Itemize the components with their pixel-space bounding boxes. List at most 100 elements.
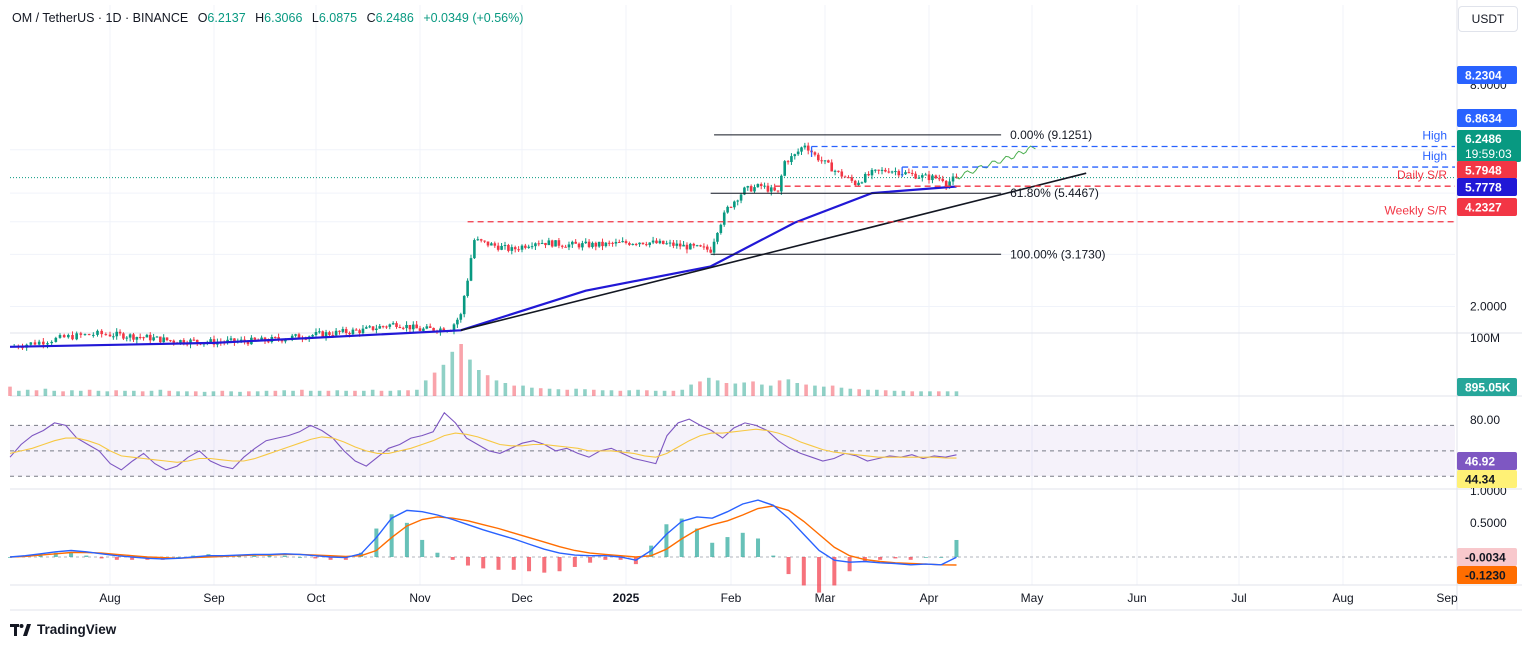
- candlestick: [115, 328, 119, 340]
- candle-body: [371, 326, 375, 331]
- volume-bar: [954, 391, 959, 396]
- candle-body: [699, 245, 702, 247]
- macd-histogram-bar: [359, 552, 364, 557]
- candle-body: [773, 187, 776, 191]
- candle-body: [267, 341, 270, 343]
- candlestick: [165, 337, 169, 342]
- symbol-title[interactable]: OM / TetherUS · 1D · BINANCE: [12, 11, 189, 25]
- candle-body: [452, 324, 456, 331]
- candlestick: [473, 238, 476, 260]
- volume-bar: [105, 391, 110, 396]
- candle-body: [513, 247, 517, 250]
- candle-body: [277, 337, 280, 340]
- candle-body: [550, 240, 554, 247]
- candle-body: [726, 206, 729, 213]
- volume-bar: [821, 386, 826, 396]
- candlestick: [401, 326, 405, 330]
- candlestick: [597, 241, 601, 248]
- candle-body: [571, 241, 574, 245]
- candle-body: [115, 331, 119, 337]
- volume-bar: [653, 390, 658, 396]
- change-value: +0.0349 (+0.56%): [423, 11, 524, 25]
- candlestick: [118, 329, 122, 336]
- candle-body: [54, 337, 58, 342]
- candle-body: [507, 245, 510, 251]
- candle-body: [833, 170, 837, 172]
- candlestick: [651, 236, 655, 245]
- price-axis-tick-label: 2.0000: [1470, 300, 1507, 314]
- price-tag-background: [1457, 178, 1517, 196]
- macd-histogram-bar: [939, 557, 944, 558]
- volume-bar: [468, 359, 472, 396]
- candle-body: [290, 335, 294, 339]
- candle-body: [439, 328, 442, 332]
- candlestick: [867, 171, 870, 177]
- candle-body: [520, 245, 524, 250]
- candle-body: [37, 341, 41, 345]
- candle-body: [793, 154, 797, 157]
- macd-histogram-bar: [511, 557, 516, 570]
- candlestick: [456, 317, 459, 328]
- candlestick: [517, 246, 520, 252]
- candle-body: [381, 326, 385, 328]
- candlestick: [581, 240, 584, 251]
- volume-bar: [936, 391, 941, 396]
- candle-body: [432, 327, 435, 331]
- macd-histogram-bar: [420, 539, 425, 557]
- macd-histogram-bar: [374, 528, 379, 557]
- high-6-tag: 6.8634: [1457, 109, 1517, 127]
- candlestick: [574, 239, 577, 244]
- candlestick: [459, 312, 463, 323]
- candle-body: [823, 160, 827, 162]
- candle-body: [702, 246, 706, 248]
- candlestick: [766, 182, 770, 193]
- candle-body: [33, 342, 37, 345]
- fib-level-label: 0.00% (9.1251): [1010, 128, 1092, 142]
- candlestick: [894, 167, 897, 176]
- macd-histogram-bar: [588, 557, 593, 563]
- candle-body: [260, 337, 263, 341]
- candlestick: [759, 182, 763, 190]
- price-panel: 0.00% (9.1251) 61.80% (5.4467) 100.00% (3.…: [9, 128, 1455, 351]
- tradingview-logo[interactable]: TradingView: [10, 622, 116, 637]
- price-tag-background: [1457, 378, 1517, 396]
- candle-body: [192, 339, 196, 341]
- close-value: 6.2486: [375, 11, 414, 25]
- candlestick: [668, 239, 672, 247]
- signal-last-tag: -0.1230: [1457, 566, 1517, 584]
- candlestick: [692, 242, 696, 249]
- volume-bar: [928, 391, 932, 396]
- candlestick: [75, 331, 78, 341]
- currency-button[interactable]: USDT: [1458, 6, 1518, 32]
- candle-body: [135, 336, 139, 340]
- candlestick: [87, 333, 91, 336]
- macd-histogram-bar: [53, 552, 58, 557]
- candle-body: [321, 331, 325, 337]
- volume-bar: [565, 389, 570, 396]
- volume-bar: [485, 375, 490, 396]
- candlestick: [385, 325, 388, 329]
- candlestick: [621, 237, 624, 243]
- candle-body: [617, 241, 621, 243]
- candlestick: [550, 239, 554, 248]
- candle-body: [604, 242, 608, 247]
- candlestick: [142, 336, 145, 341]
- candlestick: [388, 323, 392, 330]
- candle-body: [62, 335, 66, 338]
- candle-body: [567, 244, 571, 248]
- volume-bar: [70, 390, 74, 396]
- macd-histogram-bar: [527, 557, 532, 572]
- candlestick: [699, 244, 702, 247]
- candle-body: [907, 172, 911, 174]
- volume-bar: [751, 381, 755, 396]
- volume-bar: [344, 390, 348, 396]
- x-axis-tick-label: Jun: [1127, 591, 1146, 605]
- candle-body: [955, 176, 958, 178]
- candle-body: [294, 334, 297, 336]
- candle-body: [490, 243, 493, 246]
- candle-body: [850, 177, 854, 181]
- candle-body: [368, 326, 371, 328]
- candle-body: [162, 337, 165, 343]
- candlestick: [67, 333, 70, 339]
